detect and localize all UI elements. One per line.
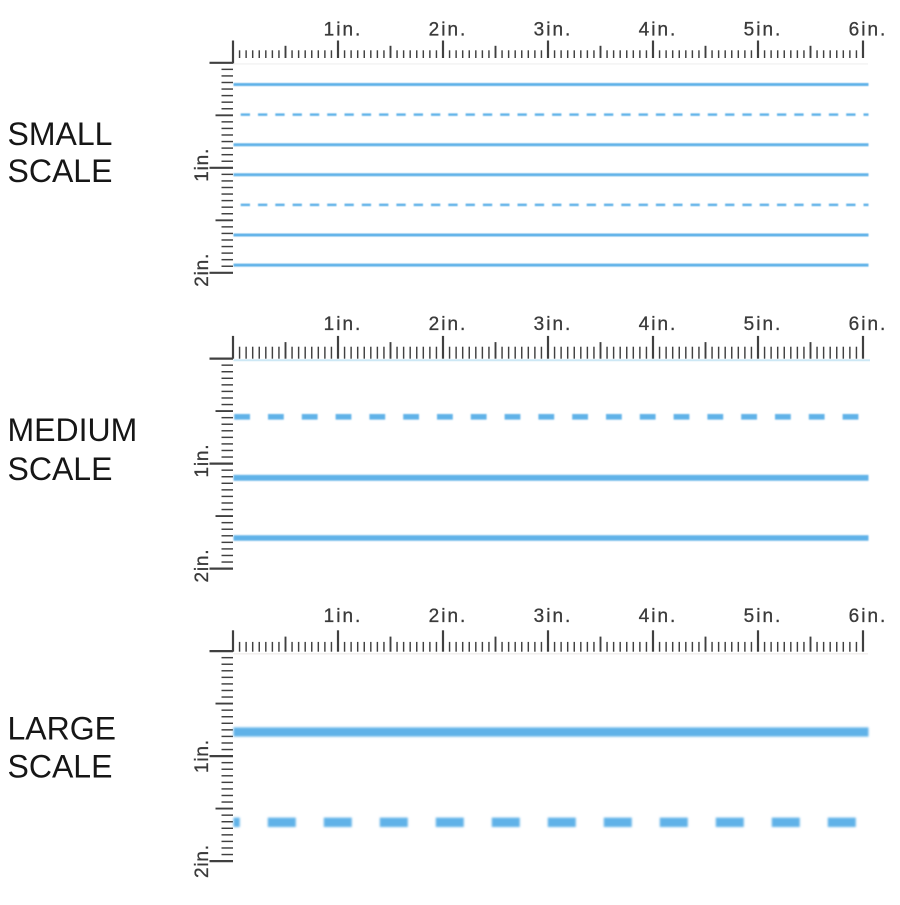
svg-text:6in.: 6in. <box>849 606 888 627</box>
svg-text:SMALL: SMALL <box>8 116 113 152</box>
svg-text:3in.: 3in. <box>534 20 573 41</box>
svg-text:2in.: 2in. <box>429 20 468 41</box>
svg-text:2in.: 2in. <box>192 844 213 878</box>
svg-text:2in.: 2in. <box>192 549 213 583</box>
svg-text:6in.: 6in. <box>849 314 888 335</box>
svg-text:1in.: 1in. <box>192 739 213 773</box>
svg-text:SCALE: SCALE <box>8 749 113 785</box>
svg-text:3in.: 3in. <box>534 314 573 335</box>
svg-text:MEDIUM: MEDIUM <box>8 412 138 448</box>
svg-text:1in.: 1in. <box>324 20 363 41</box>
svg-text:LARGE: LARGE <box>8 711 116 747</box>
svg-text:2in.: 2in. <box>429 314 468 335</box>
svg-text:1in.: 1in. <box>324 314 363 335</box>
svg-text:4in.: 4in. <box>639 606 678 627</box>
svg-text:4in.: 4in. <box>639 20 678 41</box>
svg-text:2in.: 2in. <box>429 606 468 627</box>
svg-text:5in.: 5in. <box>744 606 783 627</box>
svg-text:4in.: 4in. <box>639 314 678 335</box>
svg-text:2in.: 2in. <box>192 253 213 287</box>
svg-text:SCALE: SCALE <box>8 451 113 487</box>
svg-text:5in.: 5in. <box>744 20 783 41</box>
svg-text:3in.: 3in. <box>534 606 573 627</box>
svg-text:1in.: 1in. <box>192 444 213 478</box>
svg-text:6in.: 6in. <box>849 20 888 41</box>
svg-text:5in.: 5in. <box>744 314 783 335</box>
svg-text:SCALE: SCALE <box>8 153 113 189</box>
svg-text:1in.: 1in. <box>192 148 213 182</box>
svg-text:1in.: 1in. <box>324 606 363 627</box>
